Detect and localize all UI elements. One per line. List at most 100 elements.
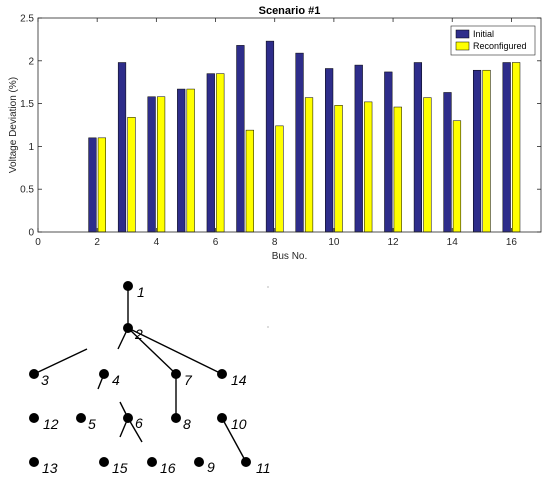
bar-initial-bus-7 [236,45,245,233]
node-label: 10 [231,416,247,432]
x-tick-label: 10 [328,237,340,248]
legend-swatch-initial [455,29,470,39]
x-axis-ticks: 0 2 4 6 8 10 12 14 16 [35,18,517,248]
x-tick-label: 14 [447,237,459,248]
network-node-14: 14 [217,369,247,388]
node-marker [171,369,181,379]
node-label: 8 [183,416,191,432]
network-node-4: 4 [99,369,120,388]
x-tick-label: 6 [213,237,219,248]
bar-reconfigured-bus-13 [423,97,432,233]
bar-reconfigured-bus-7 [245,129,254,233]
network-node-9: 9 [194,457,215,475]
legend-label-reconfigured: Reconfigured [473,41,527,51]
network-node-10: 10 [217,413,247,432]
node-label: 6 [135,415,143,431]
bar-reconfigured-bus-8 [275,125,284,233]
bar-initial-bus-11 [354,64,363,233]
chart-title: Scenario #1 [259,5,321,17]
bar-reconfigured-bus-10 [334,105,343,233]
network-node-8: 8 [171,413,191,432]
plot-frame [37,17,542,233]
y-tick-label: 0.5 [20,185,34,196]
network-nodes: 1 2 3 4 7 14 1 [29,281,271,476]
network-node-3: 3 [29,369,49,388]
node-label: 4 [112,372,120,388]
network-node-7: 7 [171,369,193,388]
node-label: 7 [184,372,193,388]
node-label: 2 [134,326,143,342]
bar-reconfigured-bus-5 [186,88,195,233]
bar-initial-bus-14 [443,92,452,233]
legend: Initial Reconfigured [450,25,536,56]
stray-mark [267,286,269,288]
node-marker [171,413,181,423]
bar-initial-bus-9 [295,52,304,233]
node-marker [99,369,109,379]
bar-reconfigured-bus-15 [482,69,491,233]
y-axis-label: Voltage Deviation (%) [8,77,19,173]
node-label: 5 [88,416,96,432]
node-label: 12 [43,416,59,432]
x-tick-label: 4 [154,237,160,248]
bar-reconfigured-bus-12 [393,106,402,233]
x-axis-label: Bus No. [272,251,308,262]
y-tick-label: 2 [28,56,34,67]
network-node-12: 12 [29,413,59,432]
network-node-1: 1 [123,281,145,300]
node-label: 16 [160,460,176,476]
y-tick-label: 1.5 [20,99,34,110]
node-marker [147,457,157,467]
node-marker [29,413,39,423]
node-marker [76,413,86,423]
bar-reconfigured-bus-4 [156,96,166,233]
network-node-2: 2 [123,323,143,342]
bar-initial-bus-5 [177,88,186,233]
y-tick-label: 1 [28,142,34,153]
node-marker [99,457,109,467]
bar-reconfigured-bus-3 [127,117,136,233]
node-marker [241,457,251,467]
node-marker [194,457,204,467]
network-node-11: 11 [241,457,271,476]
node-label: 13 [42,460,58,476]
edge-10-11 [221,417,247,463]
bar-reconfigured-bus-16 [512,62,521,233]
bar-initial-bus-15 [472,69,482,233]
edge-2-14 [127,327,223,375]
node-marker [217,369,227,379]
network-edges [33,286,247,463]
edge-3-stub [33,348,88,375]
bar-initial-bus-10 [325,68,334,233]
legend-label-initial: Initial [473,29,494,39]
node-marker [217,413,227,423]
node-marker [29,457,39,467]
y-axis-ticks: 0 0.5 1 1.5 2 2.5 [20,14,541,239]
bar-initial-bus-3 [117,62,127,233]
x-tick-label: 12 [387,237,399,248]
bar-reconfigured-bus-2 [97,137,106,233]
node-label: 3 [41,372,49,388]
x-tick-label: 0 [35,237,41,248]
x-tick-label: 8 [272,237,278,248]
bar-initial-bus-16 [502,62,511,233]
stray-mark [267,326,269,328]
stray-marks [267,286,269,328]
network-node-13: 13 [29,457,58,476]
legend-swatch-reconfigured [455,41,470,51]
bar-initial-bus-12 [384,71,393,233]
bar-reconfigured-bus-6 [216,73,225,233]
network-diagram: 1 2 3 4 7 14 1 [29,281,271,476]
node-marker [123,323,133,333]
bar-initial-bus-6 [206,73,215,233]
bar-initial-bus-13 [413,62,423,233]
y-tick-label: 2.5 [20,14,34,25]
node-marker [29,369,39,379]
node-label: 9 [207,459,215,475]
node-marker [123,413,133,423]
bar-chart: 0 2 4 6 8 10 12 14 16 0 0.5 1 1.5 2 2.5 Scenario #1 B… [8,5,542,262]
bar-initial-bus-2 [88,137,97,233]
edge-2-7 [127,327,177,375]
node-label: 11 [256,460,271,476]
